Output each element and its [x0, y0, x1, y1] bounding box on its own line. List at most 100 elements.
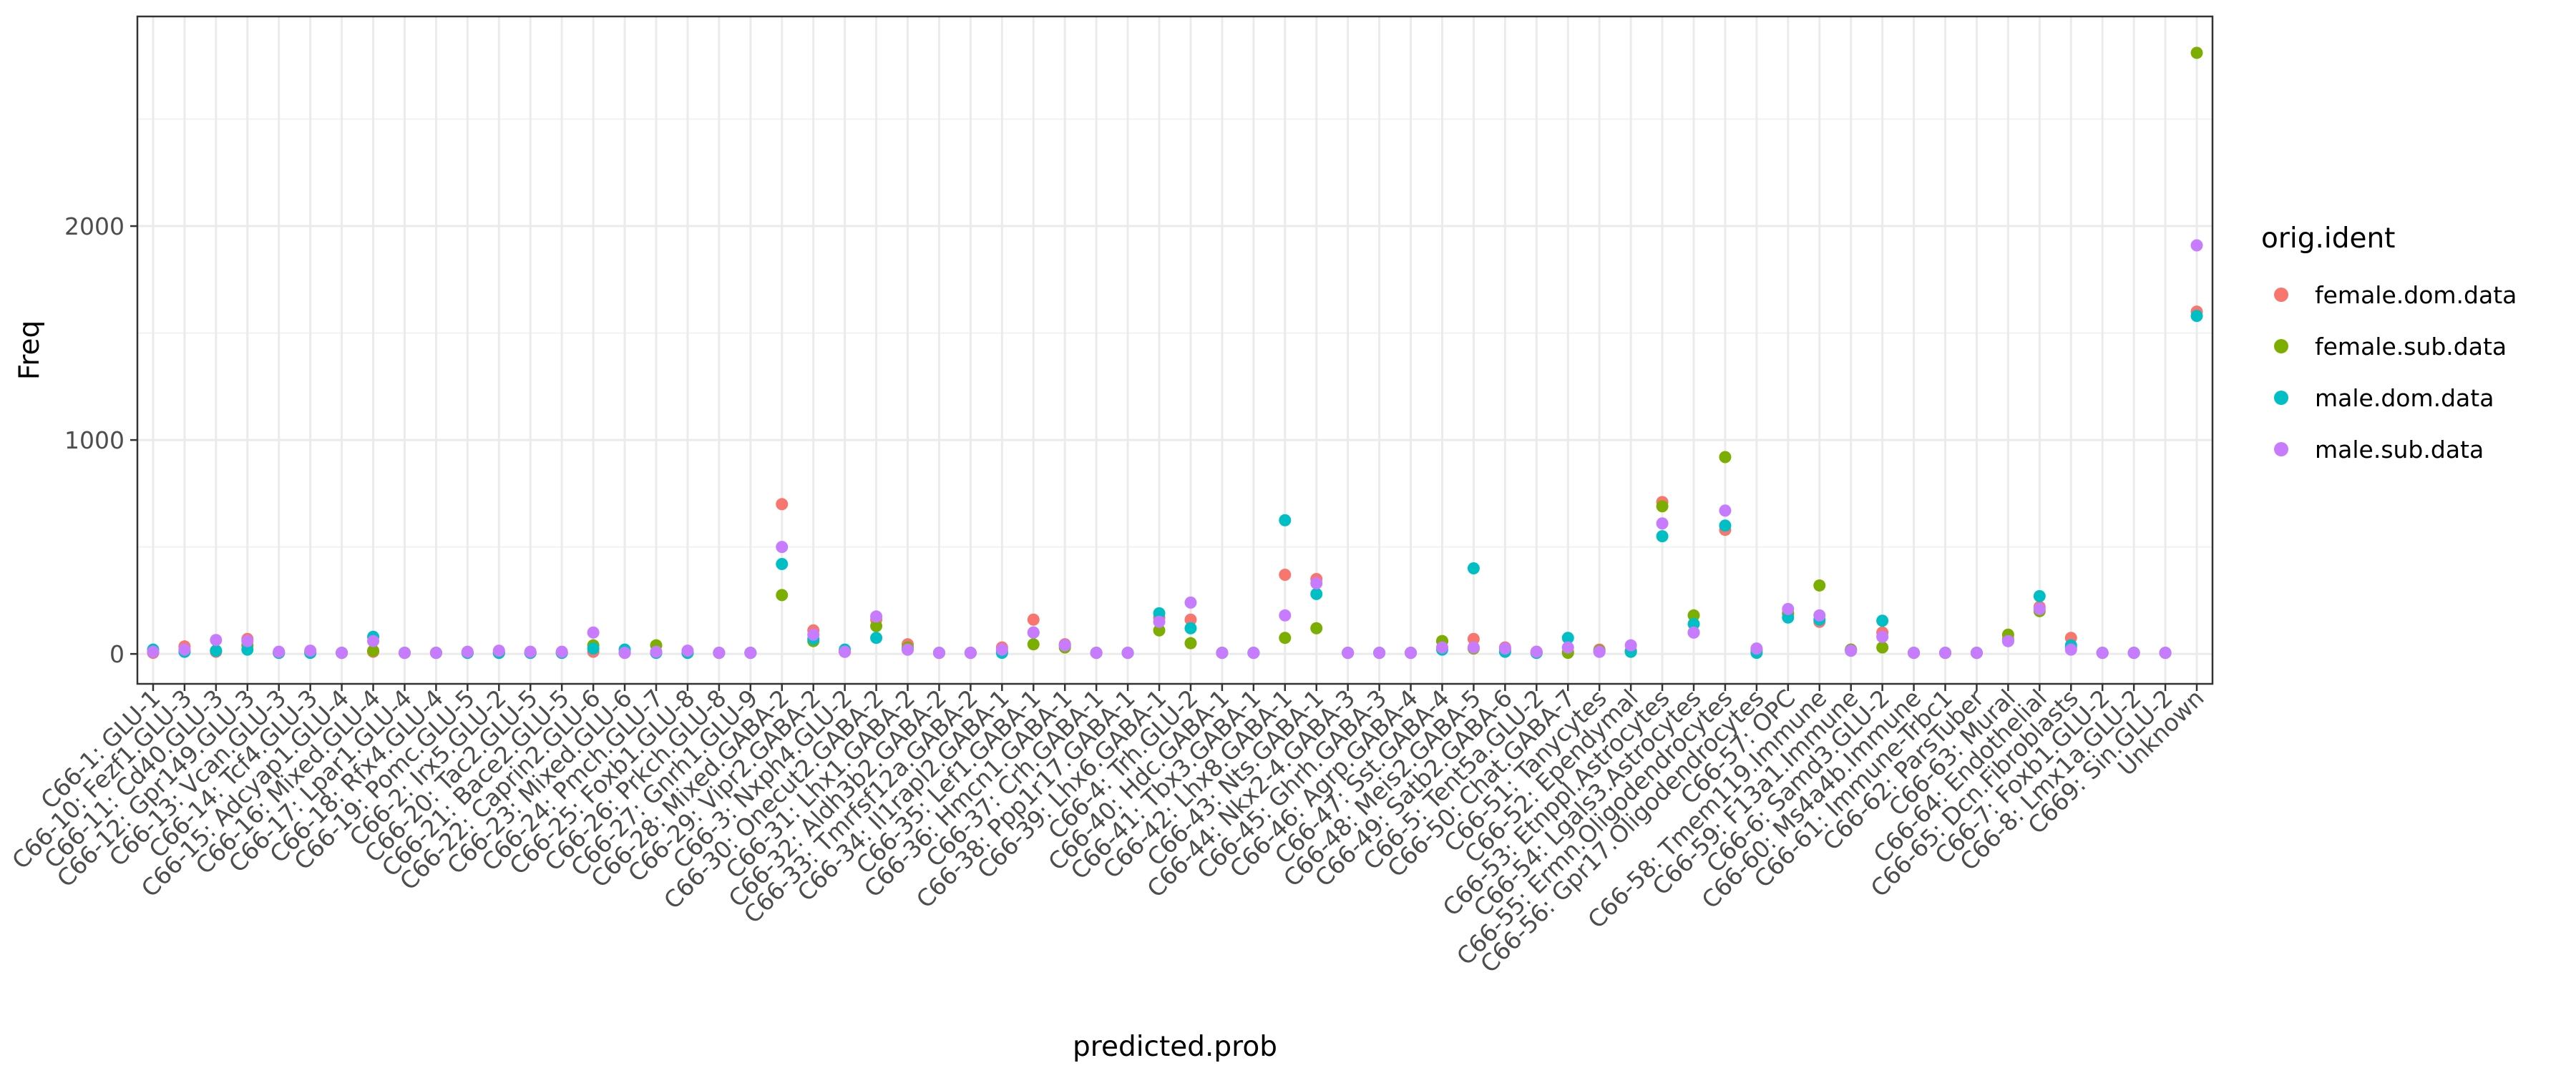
data-point	[1719, 519, 1732, 532]
legend-label: male.sub.data	[2315, 436, 2484, 464]
data-point	[650, 645, 663, 658]
data-point	[1593, 645, 1606, 658]
plot-border	[136, 15, 2214, 685]
data-point	[1279, 609, 1292, 622]
data-point	[210, 645, 223, 657]
data-point	[492, 645, 505, 657]
major-gridlines	[137, 16, 2212, 684]
data-point	[1342, 647, 1355, 660]
data-point	[1750, 642, 1763, 655]
legend-key	[2274, 442, 2288, 456]
legend-title: orig.ident	[2261, 222, 2395, 255]
data-point	[870, 610, 883, 623]
data-point	[1121, 647, 1134, 660]
data-point	[1687, 617, 1700, 630]
data-point	[367, 645, 380, 657]
data-point	[1908, 647, 1921, 660]
data-point	[1153, 615, 1166, 628]
data-point	[1530, 645, 1543, 658]
data-point	[1876, 630, 1889, 643]
data-point	[1687, 609, 1700, 622]
data-point	[2064, 643, 2077, 656]
data-point	[1561, 632, 1574, 645]
data-point	[1027, 638, 1040, 651]
data-point	[1467, 632, 1480, 645]
legend-key	[2274, 288, 2288, 302]
y-axis-title: Freq	[14, 320, 46, 381]
data-point	[681, 645, 694, 657]
data-point	[1373, 647, 1386, 660]
data-point	[1184, 622, 1197, 635]
data-point	[1184, 613, 1197, 626]
legend: orig.ident female.dom.data female.sub.dat…	[2261, 222, 2517, 464]
data-point	[1719, 451, 1732, 464]
data-point	[1216, 647, 1229, 660]
legend-label: female.sub.data	[2315, 333, 2507, 361]
data-point	[1813, 579, 1826, 592]
data-point	[1310, 577, 1323, 589]
y-tick-label: 1000	[64, 426, 125, 454]
y-tick-label: 0	[109, 640, 125, 668]
data-point	[2159, 647, 2172, 660]
data-point	[178, 643, 191, 656]
legend-key	[2274, 391, 2288, 405]
data-point	[2127, 647, 2140, 660]
data-point	[1058, 639, 1071, 652]
y-axis: 0 1000 2000	[64, 212, 137, 668]
data-point	[1279, 514, 1292, 526]
data-point	[1782, 602, 1795, 615]
plot-background	[137, 16, 2212, 684]
data-point	[1184, 637, 1197, 650]
data-point	[2190, 46, 2203, 59]
minor-gridlines	[137, 118, 2212, 548]
data-point	[964, 647, 977, 660]
data-point	[1719, 504, 1732, 517]
data-point	[1027, 626, 1040, 639]
data-point	[713, 647, 726, 660]
y-tick-label: 2000	[64, 212, 125, 240]
data-point	[807, 628, 820, 641]
legend-label: female.dom.data	[2315, 281, 2517, 309]
data-point	[1876, 614, 1889, 627]
data-point	[1310, 622, 1323, 635]
data-point	[1027, 613, 1040, 626]
data-point	[776, 558, 789, 571]
data-point	[1467, 562, 1480, 575]
data-point	[2033, 602, 2046, 615]
data-point	[273, 645, 286, 658]
data-point	[1498, 642, 1511, 655]
data-point	[241, 635, 254, 647]
data-point	[1153, 607, 1166, 619]
data-point	[1939, 647, 1952, 660]
legend-label: male.dom.data	[2315, 384, 2494, 412]
data-point	[1435, 641, 1448, 654]
data-point	[932, 647, 945, 660]
data-points	[147, 46, 2203, 660]
data-point	[398, 647, 411, 660]
data-point	[2190, 310, 2203, 323]
data-point	[1184, 596, 1197, 609]
data-point	[995, 643, 1008, 656]
data-point	[555, 645, 568, 658]
data-point	[1561, 641, 1574, 654]
data-point	[304, 645, 317, 657]
legend-key	[2274, 339, 2288, 353]
data-point	[587, 626, 600, 639]
x-axis-title: predicted.prob	[1073, 1031, 1277, 1063]
data-point	[1624, 639, 1637, 652]
data-point	[1656, 500, 1669, 513]
data-point	[1090, 647, 1103, 660]
data-point	[461, 645, 474, 658]
data-point	[1656, 517, 1669, 530]
data-point	[870, 632, 883, 645]
data-point	[2001, 635, 2014, 647]
data-point	[839, 645, 852, 658]
data-point	[776, 541, 789, 554]
data-point	[1845, 645, 1858, 657]
data-point	[1247, 647, 1260, 660]
data-point	[1153, 624, 1166, 637]
data-point	[1405, 647, 1418, 660]
data-point	[1279, 568, 1292, 581]
data-point	[367, 635, 380, 647]
